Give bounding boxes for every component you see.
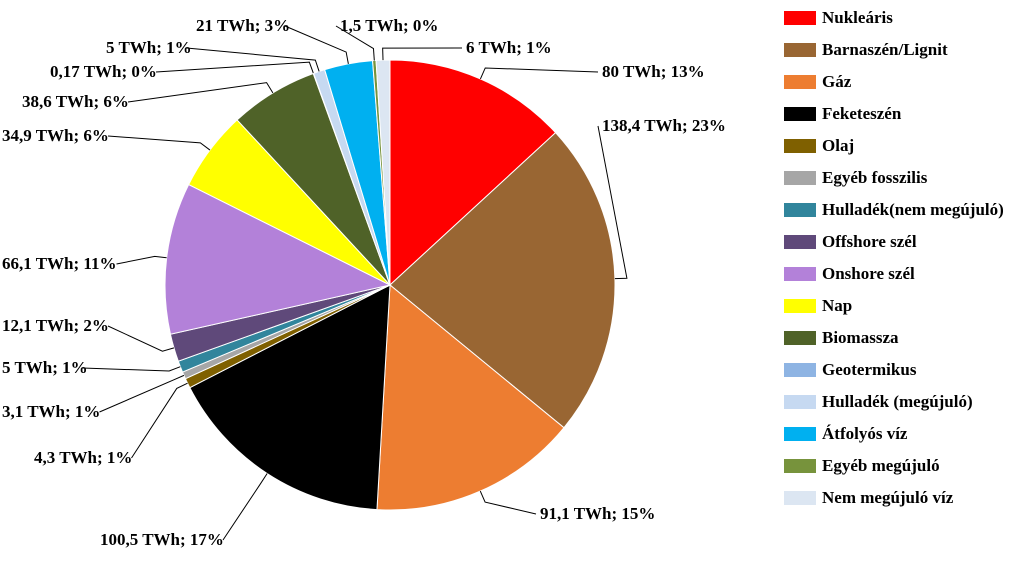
- legend-label: Offshore szél: [822, 232, 917, 252]
- legend-swatch: [784, 43, 816, 57]
- slice-leader-line: [108, 326, 174, 351]
- legend-label: Biomassza: [822, 328, 899, 348]
- legend-swatch: [784, 491, 816, 505]
- slice-label: 34,9 TWh; 6%: [2, 126, 109, 146]
- legend-label: Onshore szél: [822, 264, 915, 284]
- slice-label: 138,4 TWh; 23%: [602, 116, 726, 136]
- slice-leader-line: [223, 474, 267, 540]
- legend-swatch: [784, 75, 816, 89]
- legend-item: Biomassza: [784, 328, 1014, 348]
- slice-label: 6 TWh; 1%: [466, 38, 552, 58]
- legend-swatch: [784, 299, 816, 313]
- slice-leader-line: [480, 491, 536, 514]
- slice-label: 66,1 TWh; 11%: [2, 254, 116, 274]
- legend-swatch: [784, 331, 816, 345]
- legend-swatch: [784, 171, 816, 185]
- legend: Nukleáris Barnaszén/Lignit Gáz Feketeszén Ol…: [784, 8, 1014, 520]
- legend-swatch: [784, 203, 816, 217]
- legend-item: Onshore szél: [784, 264, 1014, 284]
- legend-label: Nap: [822, 296, 852, 316]
- slice-leader-line: [383, 48, 462, 60]
- slice-label: 0,17 TWh; 0%: [50, 62, 157, 82]
- legend-label: Egyéb fosszilis: [822, 168, 927, 188]
- legend-label: Hulladék(nem megújuló): [822, 200, 1004, 220]
- legend-label: Gáz: [822, 72, 851, 92]
- slice-label: 38,6 TWh; 6%: [22, 92, 129, 112]
- legend-swatch: [784, 11, 816, 25]
- legend-item: Nukleáris: [784, 8, 1014, 28]
- slice-leader-line: [156, 62, 313, 73]
- pie-chart-area: 80 TWh; 13% 138,4 TWh; 23% 91,1 TWh; 15% 10…: [0, 0, 780, 563]
- legend-swatch: [784, 459, 816, 473]
- legend-item: Nem megújuló víz: [784, 488, 1014, 508]
- legend-item: Hulladék (megújuló): [784, 392, 1014, 412]
- legend-label: Feketeszén: [822, 104, 901, 124]
- slice-leader-line: [187, 48, 320, 71]
- legend-item: Gáz: [784, 72, 1014, 92]
- legend-label: Olaj: [822, 136, 854, 156]
- legend-swatch: [784, 235, 816, 249]
- legend-item: Olaj: [784, 136, 1014, 156]
- legend-label: Átfolyós víz: [822, 424, 907, 444]
- slice-leader-line: [117, 256, 167, 264]
- legend-label: Nukleáris: [822, 8, 893, 28]
- slice-label: 12,1 TWh; 2%: [2, 316, 109, 336]
- legend-swatch: [784, 139, 816, 153]
- slice-label: 4,3 TWh; 1%: [34, 448, 132, 468]
- legend-item: Egyéb fosszilis: [784, 168, 1014, 188]
- legend-item: Barnaszén/Lignit: [784, 40, 1014, 60]
- legend-item: Egyéb megújuló: [784, 456, 1014, 476]
- legend-item: Feketeszén: [784, 104, 1014, 124]
- legend-item: Átfolyós víz: [784, 424, 1014, 444]
- slice-label: 21 TWh; 3%: [196, 16, 290, 36]
- legend-item: Nap: [784, 296, 1014, 316]
- slice-leader-line: [480, 68, 598, 79]
- legend-swatch: [784, 107, 816, 121]
- slice-leader-line: [83, 367, 181, 371]
- slice-label: 91,1 TWh; 15%: [540, 504, 655, 524]
- legend-label: Nem megújuló víz: [822, 488, 953, 508]
- slice-label: 1,5 TWh; 0%: [340, 16, 438, 36]
- legend-swatch: [784, 427, 816, 441]
- slice-label: 80 TWh; 13%: [602, 62, 705, 82]
- slice-label: 100,5 TWh; 17%: [100, 530, 224, 550]
- legend-label: Hulladék (megújuló): [822, 392, 973, 412]
- slice-label: 5 TWh; 1%: [106, 38, 192, 58]
- legend-item: Hulladék(nem megújuló): [784, 200, 1014, 220]
- slice-leader-line: [100, 375, 184, 412]
- legend-label: Geotermikus: [822, 360, 916, 380]
- slice-label: 5 TWh; 1%: [2, 358, 88, 378]
- slice-leader-line: [108, 136, 210, 150]
- slice-leader-line: [128, 83, 273, 102]
- legend-label: Barnaszén/Lignit: [822, 40, 948, 60]
- legend-swatch: [784, 363, 816, 377]
- legend-label: Egyéb megújuló: [822, 456, 940, 476]
- legend-swatch: [784, 267, 816, 281]
- pie-chart-svg: [0, 0, 780, 563]
- slice-label: 3,1 TWh; 1%: [2, 402, 100, 422]
- legend-item: Offshore szél: [784, 232, 1014, 252]
- legend-swatch: [784, 395, 816, 409]
- legend-item: Geotermikus: [784, 360, 1014, 380]
